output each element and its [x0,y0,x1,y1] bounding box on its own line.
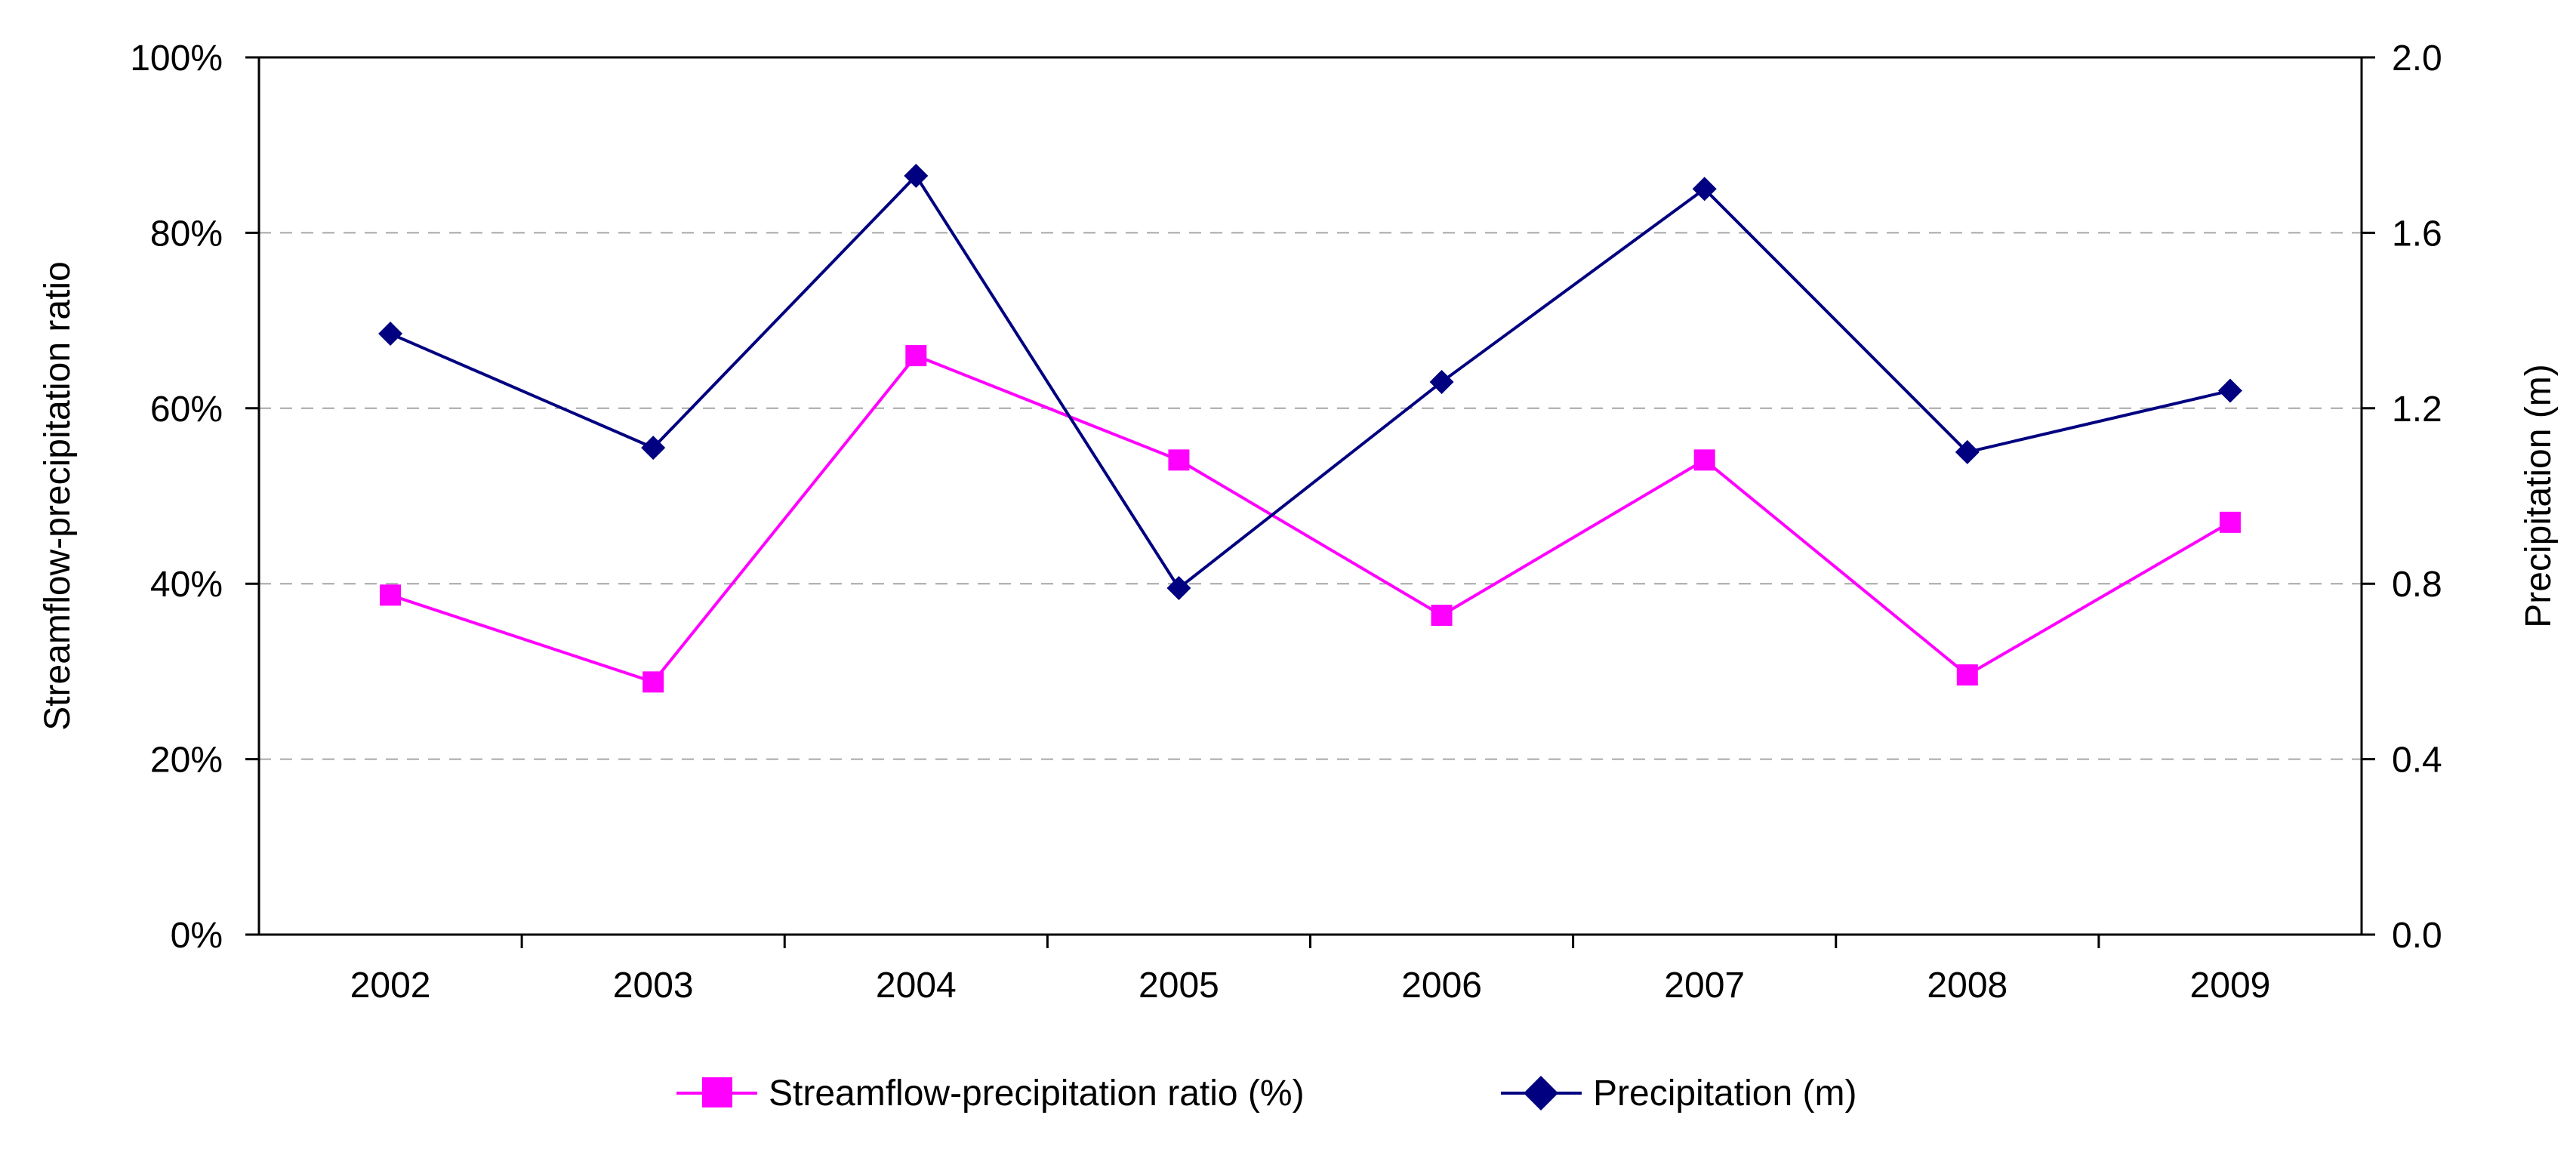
x-axis-tick-label: 2009 [2190,966,2271,1006]
left-axis-tick-label: 60% [150,390,223,430]
left-axis-tick-label: 40% [150,565,223,605]
data-point-square [905,345,927,367]
series-streamflow-ratio [380,345,2241,693]
left-axis-tick-label: 80% [150,214,223,254]
series-line [390,173,2231,590]
right-axis-tick-label: 2.0 [2392,39,2442,79]
right-axis-title: Precipitation (m) [2519,364,2559,627]
left-axis-tick-label: 100% [130,39,223,79]
plot-area-frame [257,56,2363,936]
right-axis-tick-label: 0.0 [2392,916,2442,956]
series-layer [378,163,2242,693]
data-point-square [2219,511,2241,533]
legend-label-precipitation: Precipitation (m) [1593,1074,1857,1114]
data-point-diamond [641,436,666,461]
data-point-square [1431,605,1453,627]
x-axis-tick-label: 2004 [876,966,957,1006]
left-axis-tick-label: 0% [171,916,223,956]
data-point-diamond [1429,369,1454,394]
data-point-diamond [1166,576,1191,601]
data-point-square [642,671,664,693]
axis-ticks: 0% 0.0 20% 0.4 40% 0.8 60% 1.2 80% 1.6 100% 2.0 2002… [130,39,2442,1006]
legend-marker-square [702,1077,732,1107]
gridlines [259,232,2362,760]
data-point-diamond [1955,439,1980,464]
x-axis-tick-label: 2003 [613,966,694,1006]
data-point-square [380,584,402,606]
left-axis-tick-label: 20% [150,741,223,781]
right-axis-tick-label: 0.4 [2392,741,2442,781]
right-axis-tick-label: 1.6 [2392,214,2442,254]
data-point-diamond [1692,177,1717,202]
series-line [390,353,2231,684]
right-axis-tick-label: 1.2 [2392,390,2442,430]
data-point-square [1956,664,1978,686]
data-point-square [1168,449,1190,471]
data-point-diamond [2217,378,2242,403]
legend-label-ratio: Streamflow-precipitation ratio (%) [769,1074,1305,1114]
right-axis-tick-label: 0.8 [2392,565,2442,605]
data-point-square [1693,449,1715,471]
legend-marker-diamond [1524,1076,1558,1110]
x-axis-tick-label: 2007 [1664,966,1745,1006]
x-axis-tick-label: 2005 [1139,966,1219,1006]
legend: Streamflow-precipitation ratio (%) Preci… [676,1074,1857,1114]
left-axis-title: Streamflow-precipitation ratio [38,261,78,731]
data-point-diamond [904,163,929,188]
x-axis-tick-label: 2002 [350,966,431,1006]
series-precipitation [378,163,2242,601]
x-axis-tick-label: 2008 [1927,966,2007,1006]
data-point-diamond [378,322,403,347]
x-axis-tick-label: 2006 [1401,966,1482,1006]
